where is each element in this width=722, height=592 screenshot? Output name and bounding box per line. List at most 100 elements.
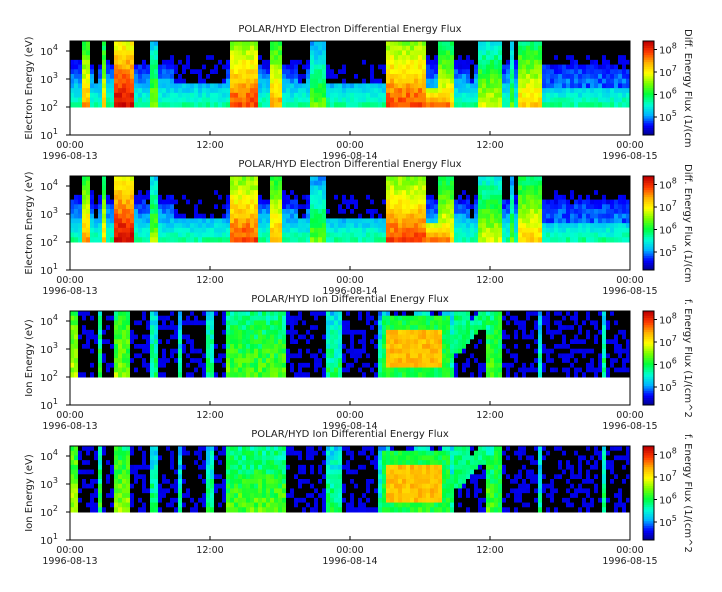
heatmap-cell: [502, 92, 507, 99]
heatmap-cell: [206, 213, 211, 219]
heatmap-cell: [246, 213, 251, 219]
heatmap-cell: [602, 97, 607, 103]
heatmap-cell: [406, 55, 411, 61]
colorbar-cell: [643, 213, 654, 217]
heatmap-cell: [174, 329, 179, 336]
heatmap-cell: [74, 204, 79, 210]
heatmap-cell: [462, 237, 467, 243]
colorbar-cell: [643, 258, 654, 262]
heatmap-cell: [622, 55, 627, 61]
heatmap-cell: [406, 194, 411, 201]
heatmap-cell: [210, 55, 215, 61]
heatmap-cell: [306, 320, 311, 326]
heatmap-cell: [202, 194, 207, 201]
heatmap-cell: [302, 88, 307, 94]
heatmap-cell: [266, 358, 271, 364]
heatmap-cell: [78, 59, 83, 66]
heatmap-cell: [266, 102, 271, 108]
heatmap-cell: [342, 213, 347, 219]
heatmap-cell: [446, 102, 451, 108]
heatmap-cell: [466, 213, 471, 219]
colorbar-cell: [643, 48, 654, 51]
heatmap-cell: [182, 102, 187, 108]
heatmap-cell: [454, 50, 459, 56]
heatmap-cell: [310, 55, 315, 61]
heatmap-cell: [174, 311, 179, 317]
heatmap-cell: [358, 227, 363, 234]
heatmap-cell: [138, 204, 143, 210]
heatmap-cell: [458, 102, 463, 108]
heatmap-cell: [386, 78, 391, 84]
heatmap-cell: [90, 176, 95, 182]
heatmap-cell: [454, 78, 459, 84]
heatmap-cell: [282, 213, 287, 219]
heatmap-cell: [430, 41, 435, 47]
heatmap-cell: [526, 209, 531, 215]
heatmap-cell: [298, 227, 303, 234]
heatmap-cell: [222, 55, 227, 61]
heatmap-cell: [322, 204, 327, 210]
heatmap-cell: [490, 194, 495, 201]
heatmap-cell: [450, 102, 455, 108]
heatmap-cell: [578, 237, 583, 243]
heatmap-cell: [98, 102, 103, 108]
heatmap-cell: [342, 209, 347, 215]
heatmap-cell: [126, 213, 131, 219]
heatmap-cell: [126, 311, 131, 317]
heatmap-cell: [114, 180, 119, 186]
heatmap-cell: [294, 315, 299, 321]
heatmap-cell: [158, 78, 163, 84]
heatmap-cell: [554, 78, 559, 84]
x-tick-date: 1996-08-14: [322, 286, 377, 297]
heatmap-cell: [278, 348, 283, 354]
y-tick-label: 104: [40, 178, 58, 193]
heatmap-cell: [446, 59, 451, 66]
heatmap-cell: [282, 45, 287, 51]
heatmap-cell: [230, 102, 235, 108]
heatmap-cell: [206, 329, 211, 336]
heatmap-cell: [338, 176, 343, 182]
heatmap-cell: [222, 209, 227, 215]
heatmap-cell: [282, 348, 287, 354]
heatmap-cell: [294, 97, 299, 103]
heatmap-cell: [466, 55, 471, 61]
heatmap-cell: [278, 50, 283, 56]
heatmap-cell: [538, 55, 543, 61]
heatmap-cell: [426, 190, 431, 196]
heatmap-cell: [86, 199, 91, 205]
heatmap-cell: [418, 92, 423, 99]
heatmap-cell: [182, 180, 187, 186]
heatmap-cell: [86, 194, 91, 201]
heatmap-cell: [86, 320, 91, 326]
heatmap-cell: [542, 218, 547, 224]
heatmap-cell: [458, 41, 463, 47]
heatmap-cell: [210, 209, 215, 215]
heatmap-cell: [190, 353, 195, 359]
heatmap-cell: [158, 45, 163, 51]
heatmap-cell: [134, 339, 139, 345]
heatmap-cell: [222, 204, 227, 210]
heatmap-cell: [570, 59, 575, 66]
heatmap-cell: [218, 344, 223, 350]
heatmap-cell: [386, 50, 391, 56]
heatmap-cell: [190, 50, 195, 56]
heatmap-cell: [254, 348, 259, 354]
heatmap-cell: [450, 74, 455, 80]
heatmap-cell: [410, 50, 415, 56]
heatmap-cell: [162, 69, 167, 75]
heatmap-cell: [278, 78, 283, 84]
heatmap-cell: [158, 185, 163, 191]
heatmap-cell: [250, 180, 255, 186]
heatmap-cell: [406, 45, 411, 51]
heatmap-cell: [258, 344, 263, 350]
heatmap-cell: [482, 55, 487, 61]
heatmap-cell: [118, 218, 123, 224]
heatmap-cell: [282, 176, 287, 182]
heatmap-cell: [262, 344, 267, 350]
heatmap-cell: [322, 50, 327, 56]
heatmap-cell: [122, 339, 127, 345]
heatmap-cell: [518, 223, 523, 229]
heatmap-cell: [354, 45, 359, 51]
heatmap-cell: [262, 339, 267, 345]
heatmap-cell: [574, 69, 579, 75]
